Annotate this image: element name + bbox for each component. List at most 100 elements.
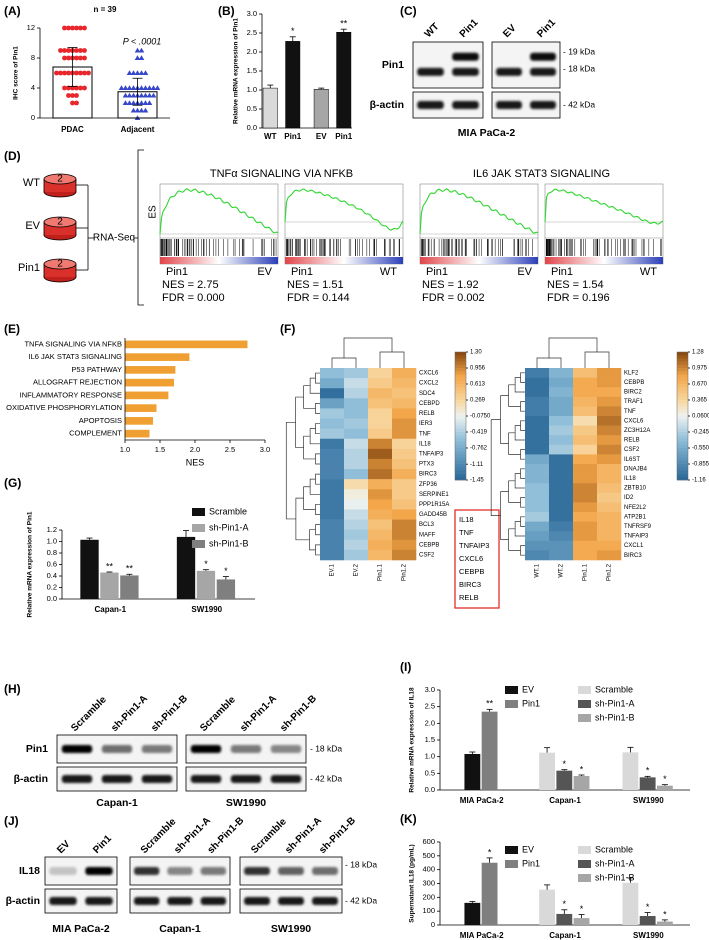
heatmap-cell	[549, 550, 574, 561]
panel-label: (H)	[4, 682, 21, 696]
heatmap-cell	[549, 473, 574, 484]
row-label: SERPINE1	[419, 492, 449, 498]
colorbar-step	[677, 460, 688, 465]
heatmap-cell	[597, 464, 622, 474]
dendrogram	[508, 480, 521, 503]
y-axis-label: ES	[148, 205, 159, 219]
colorbar-step	[677, 416, 688, 420]
heatmap-cell	[344, 549, 369, 561]
row-label: CSF2	[419, 553, 435, 559]
data-point	[74, 48, 79, 53]
colorbar-step	[455, 422, 466, 426]
row-label: KLF2	[624, 370, 639, 376]
legend-label: sh-Pin1-B	[209, 538, 249, 548]
heatmap-cell	[392, 368, 417, 379]
heatmap-cell	[392, 438, 417, 450]
bar	[656, 785, 673, 790]
bar	[285, 41, 301, 129]
colorbar-label: -0.419	[470, 430, 488, 436]
bar	[313, 88, 329, 129]
colorbar-step	[677, 364, 688, 369]
colorbar-step	[455, 416, 466, 420]
heatmap-cell	[597, 454, 622, 465]
heatmap-cell	[320, 479, 345, 490]
heatmap-cell	[368, 469, 393, 480]
significance: **	[486, 699, 494, 709]
highlight-gene: RELB	[459, 593, 479, 602]
blot-band	[200, 867, 226, 875]
blot-frame	[129, 856, 231, 886]
data-point	[154, 85, 161, 90]
heatmap-cell	[573, 492, 598, 503]
blot-frame	[44, 856, 118, 886]
phenotype-label: Pin1	[291, 266, 313, 278]
blot-band	[312, 867, 338, 875]
row-label: Pin1	[382, 59, 404, 71]
y-tick-label: 0.0	[47, 594, 57, 603]
x-tick-label: 2.0	[190, 445, 200, 454]
y-tick-label: 12	[27, 23, 35, 32]
heatmap-cell	[597, 406, 622, 417]
y-tick-label: 1.0	[247, 85, 257, 94]
x-tick-label: WT	[264, 132, 277, 141]
bar	[573, 918, 590, 925]
heatmap-cell	[368, 378, 393, 389]
heatmap-cell	[573, 387, 598, 398]
data-point	[78, 25, 83, 31]
heatmap-cell	[525, 444, 550, 455]
replicate-count: 2	[57, 174, 63, 185]
size-marker: - 18 kDa	[310, 743, 342, 753]
heatmap-cell	[573, 521, 598, 532]
y-tick-label: APOPTOSIS	[79, 416, 122, 425]
colorbar-step	[677, 473, 688, 478]
colorbar-step	[677, 352, 688, 356]
heatmap-cell	[549, 425, 574, 436]
heatmap-cell	[525, 540, 550, 551]
blot-caption: Capan-1	[159, 923, 201, 935]
data-point	[146, 92, 153, 98]
x-tick-label: Pin1	[335, 132, 352, 141]
row-label: ZBTB10	[624, 486, 647, 492]
colorbar-label: 0.0600	[692, 414, 709, 420]
x-tick-label: MIA PaCa-2	[460, 796, 504, 805]
heatmap-cell	[597, 492, 622, 503]
blot-caption: SW1990	[271, 923, 311, 935]
y-tick-label: 100	[422, 906, 435, 915]
dendrogram	[309, 478, 320, 495]
fdr: FDR = 0.000	[162, 292, 225, 304]
y-tick-label: INFLAMMATORY RESPONSE	[20, 390, 122, 399]
heatmap-cell	[320, 448, 345, 460]
row-label: CXCL1	[624, 543, 644, 549]
data-point	[130, 100, 137, 105]
row-label: BIRC3	[419, 472, 437, 478]
y-tick-label: IL6 JAK STAT3 SIGNALING	[28, 352, 122, 361]
heatmap-cell	[368, 519, 393, 530]
heatmap-cell	[392, 529, 417, 541]
dendrogram	[520, 401, 525, 412]
heatmap-cell	[392, 509, 417, 520]
data-point	[142, 70, 149, 75]
heatmap-cell	[573, 425, 598, 436]
row-label: CEBPB	[419, 542, 439, 548]
heatmap-cell	[549, 387, 574, 398]
heatmap-cell	[573, 444, 598, 455]
blot-frame	[56, 734, 178, 764]
lane-label: sh-Pin1-B	[317, 815, 358, 856]
size-marker: - 19 kDa	[563, 46, 595, 56]
heatmap-cell	[549, 435, 574, 446]
row-label: ZFP36	[419, 482, 438, 488]
heatmap-cell	[392, 448, 417, 460]
colorbar-label: 0.956	[470, 366, 486, 372]
legend-label: Scramble	[595, 844, 633, 854]
y-tick-label: 1.2	[47, 525, 57, 534]
column-label: EV.1	[330, 563, 336, 576]
heatmap-cell	[344, 479, 369, 490]
dendrogram	[295, 497, 310, 541]
y-tick-label: ALLOGRAFT REJECTION	[33, 378, 122, 387]
heatmap-cell	[368, 479, 393, 490]
dendrogram	[285, 421, 296, 520]
heatmap-cell	[368, 448, 393, 460]
colorbar-step	[455, 352, 466, 356]
highlight-gene: TNF	[459, 528, 474, 537]
heatmap-cell	[573, 502, 598, 513]
